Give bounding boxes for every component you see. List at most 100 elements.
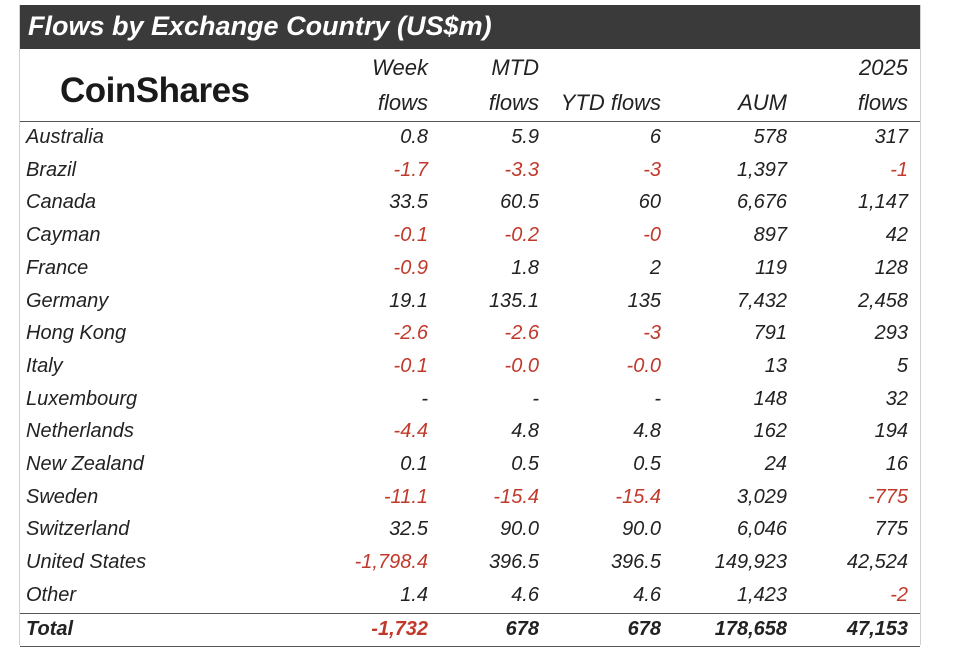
country-cell: Germany <box>26 289 109 312</box>
table-row: France -0.9 1.8 2 119 128 <box>20 253 920 286</box>
header-week-line1: Week <box>372 55 428 80</box>
header-2025-line2: flows <box>857 90 908 115</box>
total-row: Total -1,732 678 678 178,658 47,153 <box>20 612 920 648</box>
flows-table: Flows by Exchange Country (US$m) CoinSha… <box>19 5 921 648</box>
aum-cell: 1,397 <box>736 158 787 181</box>
ytd-flows-cell: 90.0 <box>622 518 661 541</box>
mtd-flows-cell: 1.8 <box>511 256 539 279</box>
country-cell: Australia <box>26 126 104 148</box>
flows-2025-cell: 775 <box>874 518 908 541</box>
ytd-flows-cell: 4.8 <box>633 420 661 443</box>
table-row: New Zealand 0.1 0.5 0.5 24 16 <box>20 449 920 482</box>
aum-cell: 578 <box>753 126 787 148</box>
aum-cell: 791 <box>753 322 787 345</box>
country-cell: Other <box>26 583 77 606</box>
week-flows-cell: -0.9 <box>393 256 428 279</box>
flows-2025-cell: 317 <box>874 126 908 148</box>
mtd-flows-cell: 135.1 <box>488 289 539 312</box>
country-cell: Brazil <box>26 158 77 181</box>
total-mtd: 678 <box>505 617 539 640</box>
flows-2025-cell: 5 <box>896 354 908 377</box>
flows-2025-cell: 32 <box>885 387 908 410</box>
country-cell: Sweden <box>26 485 99 508</box>
ytd-flows-cell: 4.6 <box>633 583 661 606</box>
aum-cell: 119 <box>755 256 787 279</box>
mtd-flows-cell: 4.8 <box>511 420 539 443</box>
ytd-flows-cell: 60 <box>638 191 661 214</box>
ytd-flows-cell: - <box>654 387 661 410</box>
mtd-flows-cell: -0.0 <box>504 354 539 377</box>
header-week-line2: flows <box>377 90 428 115</box>
table-row: Australia 0.8 5.9 6 578 317 <box>20 122 920 155</box>
table-row: Luxembourg - - - 148 32 <box>20 384 920 417</box>
total-2025: 47,153 <box>846 617 908 640</box>
header-mtd-line1: MTD <box>491 55 539 80</box>
ytd-flows-cell: -0.0 <box>626 354 661 377</box>
mtd-flows-cell: 90.0 <box>500 518 539 541</box>
total-ytd: 678 <box>627 617 661 640</box>
aum-cell: 13 <box>764 354 787 377</box>
header-mtd-line2: flows <box>488 90 539 115</box>
title-bar: Flows by Exchange Country (US$m) <box>20 5 920 49</box>
header-ytd: YTD flows <box>560 90 661 115</box>
flows-2025-cell: -1 <box>890 158 908 181</box>
aum-cell: 6,046 <box>736 518 787 541</box>
table-header: CoinShares Week flows MTD flows YTD flow… <box>20 49 920 122</box>
week-flows-cell: 19.1 <box>389 289 428 312</box>
week-flows-cell: -11.1 <box>383 485 428 508</box>
coinshares-logo: CoinShares <box>60 71 250 110</box>
week-flows-cell: -0.1 <box>393 354 428 377</box>
ytd-flows-cell: 135 <box>627 289 661 312</box>
aum-cell: 1,423 <box>736 583 787 606</box>
flows-2025-cell: 293 <box>874 322 908 345</box>
ytd-flows-cell: -15.4 <box>615 485 661 508</box>
week-flows-cell: -1,798.4 <box>354 551 428 574</box>
week-flows-cell: -1.7 <box>393 158 428 181</box>
aum-cell: 24 <box>764 453 787 475</box>
week-flows-cell: 0.8 <box>400 126 428 148</box>
total-week: -1,732 <box>371 617 428 640</box>
aum-cell: 162 <box>753 420 787 443</box>
mtd-flows-cell: -0.2 <box>504 224 539 247</box>
country-cell: Hong Kong <box>26 322 127 345</box>
mtd-flows-cell: -3.3 <box>504 158 539 181</box>
ytd-flows-cell: 396.5 <box>610 551 661 574</box>
aum-cell: 3,029 <box>736 485 787 508</box>
mtd-flows-cell: -2.6 <box>504 322 539 345</box>
mtd-flows-cell: - <box>532 387 539 410</box>
country-cell: Canada <box>26 191 97 214</box>
flows-2025-cell: -2 <box>890 583 908 606</box>
table-row: Italy -0.1 -0.0 -0.0 13 5 <box>20 351 920 384</box>
aum-cell: 897 <box>753 224 787 247</box>
flows-2025-cell: 128 <box>874 256 908 279</box>
country-cell: Italy <box>26 354 63 377</box>
country-cell: Luxembourg <box>26 387 138 410</box>
table-row: Sweden -11.1 -15.4 -15.4 3,029 -775 <box>20 482 920 515</box>
table-row: Germany 19.1 135.1 135 7,432 2,458 <box>20 286 920 319</box>
table-row: Switzerland 32.5 90.0 90.0 6,046 775 <box>20 514 920 547</box>
table-row: Netherlands -4.4 4.8 4.8 162 194 <box>20 416 920 449</box>
table-row: United States -1,798.4 396.5 396.5 149,923 42… <box>20 547 920 580</box>
ytd-flows-cell: -0 <box>643 224 661 247</box>
flows-2025-cell: 2,458 <box>857 289 908 312</box>
total-label: Total <box>26 617 74 640</box>
table-row: Other 1.4 4.6 4.6 1,423 -2 <box>20 580 920 613</box>
flows-2025-cell: -775 <box>867 485 908 508</box>
mtd-flows-cell: 4.6 <box>511 583 539 606</box>
aum-cell: 148 <box>753 387 787 410</box>
aum-cell: 7,432 <box>736 289 787 312</box>
country-cell: United States <box>26 551 147 574</box>
ytd-flows-cell: 2 <box>649 256 661 279</box>
ytd-flows-cell: -3 <box>643 322 661 345</box>
week-flows-cell: 32.5 <box>389 518 428 541</box>
flows-2025-cell: 42 <box>885 224 908 247</box>
flows-2025-cell: 194 <box>874 420 908 443</box>
mtd-flows-cell: 396.5 <box>488 551 539 574</box>
week-flows-cell: -2.6 <box>393 322 428 345</box>
table-row: Brazil -1.7 -3.3 -3 1,397 -1 <box>20 155 920 188</box>
flows-2025-cell: 1,147 <box>857 191 908 214</box>
table-row: Hong Kong -2.6 -2.6 -3 791 293 <box>20 318 920 351</box>
mtd-flows-cell: 5.9 <box>511 126 539 148</box>
week-flows-cell: -4.4 <box>393 420 428 443</box>
table-title: Flows by Exchange Country (US$m) <box>28 11 492 41</box>
